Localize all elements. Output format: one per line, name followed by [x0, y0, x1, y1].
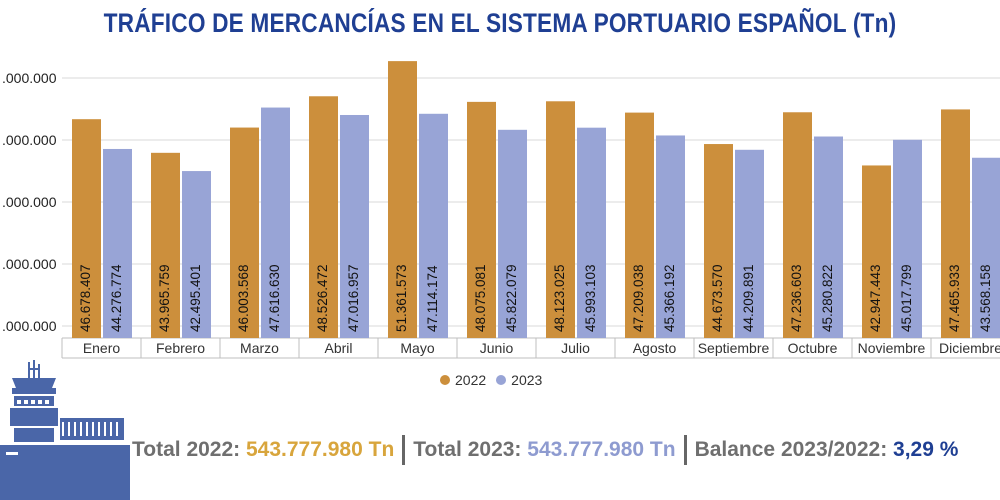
bar-2022-enero	[72, 119, 101, 339]
bar-2022-febrero	[151, 152, 180, 338]
data-label: 45.822.079	[504, 264, 519, 332]
bar-2022-mayo	[388, 61, 417, 339]
total-2022-label: Total 2022:	[132, 438, 241, 461]
total-2022-value: 543.777.980 Tn	[246, 438, 395, 461]
data-label: 48.526.472	[315, 264, 330, 332]
bar-2022-septiembre	[704, 144, 733, 338]
bar-2022-abril	[309, 96, 338, 338]
bar-2023-febrero	[182, 171, 211, 338]
data-label: 45.017.799	[899, 264, 914, 332]
bar-2023-octubre	[814, 136, 843, 338]
category-label: Septiembre	[698, 340, 770, 356]
bar-chart: .000.000 .000.000 .000.000 .000.000 .000.000…	[2, 61, 1000, 359]
data-label: 46.678.407	[78, 264, 93, 332]
category-label: Marzo	[240, 340, 279, 356]
totals-footer: Total 2022: 543.777.980 Tn Total 2023: 5…	[132, 434, 1000, 466]
data-label: 45.993.103	[583, 264, 598, 332]
data-label: 46.003.568	[236, 264, 251, 332]
cargo-ship-icon	[0, 360, 130, 500]
bar-2023-junio	[498, 129, 527, 338]
bar-2023-marzo	[261, 107, 290, 338]
data-label: 43.568.158	[978, 264, 993, 332]
y-tick-label: .000.000	[2, 132, 57, 148]
legend-label-2023: 2023	[511, 372, 543, 388]
bar-2022-julio	[546, 101, 575, 338]
legend: 2022 2023	[440, 372, 546, 388]
divider	[402, 435, 406, 465]
legend-swatch-2022	[440, 375, 450, 385]
data-label: 43.965.759	[157, 264, 172, 332]
category-label: Junio	[480, 340, 514, 356]
legend-label-2022: 2022	[455, 372, 487, 388]
category-label: Diciembre	[939, 340, 1000, 356]
bar-2023-septiembre	[735, 149, 764, 338]
data-label: 44.276.774	[109, 264, 124, 332]
balance-label: Balance 2023/2022:	[694, 438, 888, 461]
category-label: Abril	[324, 340, 352, 356]
bar-2022-junio	[467, 101, 496, 339]
chart-title: TRÁFICO DE MERCANCÍAS EN EL SISTEMA PORT…	[103, 8, 897, 38]
bar-2023-enero	[103, 148, 132, 338]
bar-2023-diciembre	[972, 157, 1000, 338]
data-label: 47.016.957	[346, 264, 361, 332]
y-tick-label: .000.000	[2, 256, 57, 272]
balance-value: 3,29 %	[893, 438, 959, 461]
total-2023-value: 543.777.980 Tn	[527, 438, 676, 461]
data-label: 48.123.025	[552, 264, 567, 332]
data-label: 45.280.822	[820, 264, 835, 332]
bar-2022-marzo	[230, 127, 259, 338]
data-label: 47.114.174	[425, 265, 440, 332]
category-label: Enero	[83, 340, 121, 356]
data-label: 42.947.443	[868, 264, 883, 332]
data-label: 44.209.891	[741, 264, 756, 332]
data-label: 51.361.573	[394, 264, 409, 332]
divider	[683, 435, 687, 465]
bar-2022-agosto	[625, 112, 654, 338]
data-label: 47.236.603	[789, 264, 804, 332]
category-label: Noviembre	[858, 340, 926, 356]
category-label: Octubre	[788, 340, 838, 356]
category-label: Julio	[561, 340, 590, 356]
category-label: Agosto	[633, 340, 677, 356]
y-tick-label: .000.000	[2, 318, 57, 334]
bar-2022-diciembre	[941, 109, 970, 339]
bar-2022-octubre	[783, 112, 812, 339]
data-label: 47.465.933	[947, 264, 962, 332]
data-label: 45.366.192	[662, 264, 677, 332]
total-2023-label: Total 2023:	[413, 438, 522, 461]
legend-item-2023: 2023	[496, 372, 542, 388]
category-label: Mayo	[400, 340, 434, 356]
data-label: 44.673.570	[710, 264, 725, 332]
bar-2023-abril	[340, 114, 369, 338]
bar-2022-noviembre	[862, 165, 891, 338]
bar-2023-agosto	[656, 135, 685, 338]
y-tick-label: .000.000	[2, 194, 57, 210]
data-label: 42.495.401	[188, 264, 203, 332]
legend-item-2022: 2022	[440, 372, 486, 388]
bar-2023-noviembre	[893, 139, 922, 338]
y-tick-label: .000.000	[2, 70, 57, 86]
data-label: 48.075.081	[473, 264, 488, 332]
legend-swatch-2023	[496, 375, 507, 385]
data-label: 47.209.038	[631, 264, 646, 332]
bar-2023-mayo	[419, 113, 448, 338]
data-label: 47.616.630	[267, 264, 282, 332]
category-label: Febrero	[156, 340, 205, 356]
bar-2023-julio	[577, 127, 606, 339]
